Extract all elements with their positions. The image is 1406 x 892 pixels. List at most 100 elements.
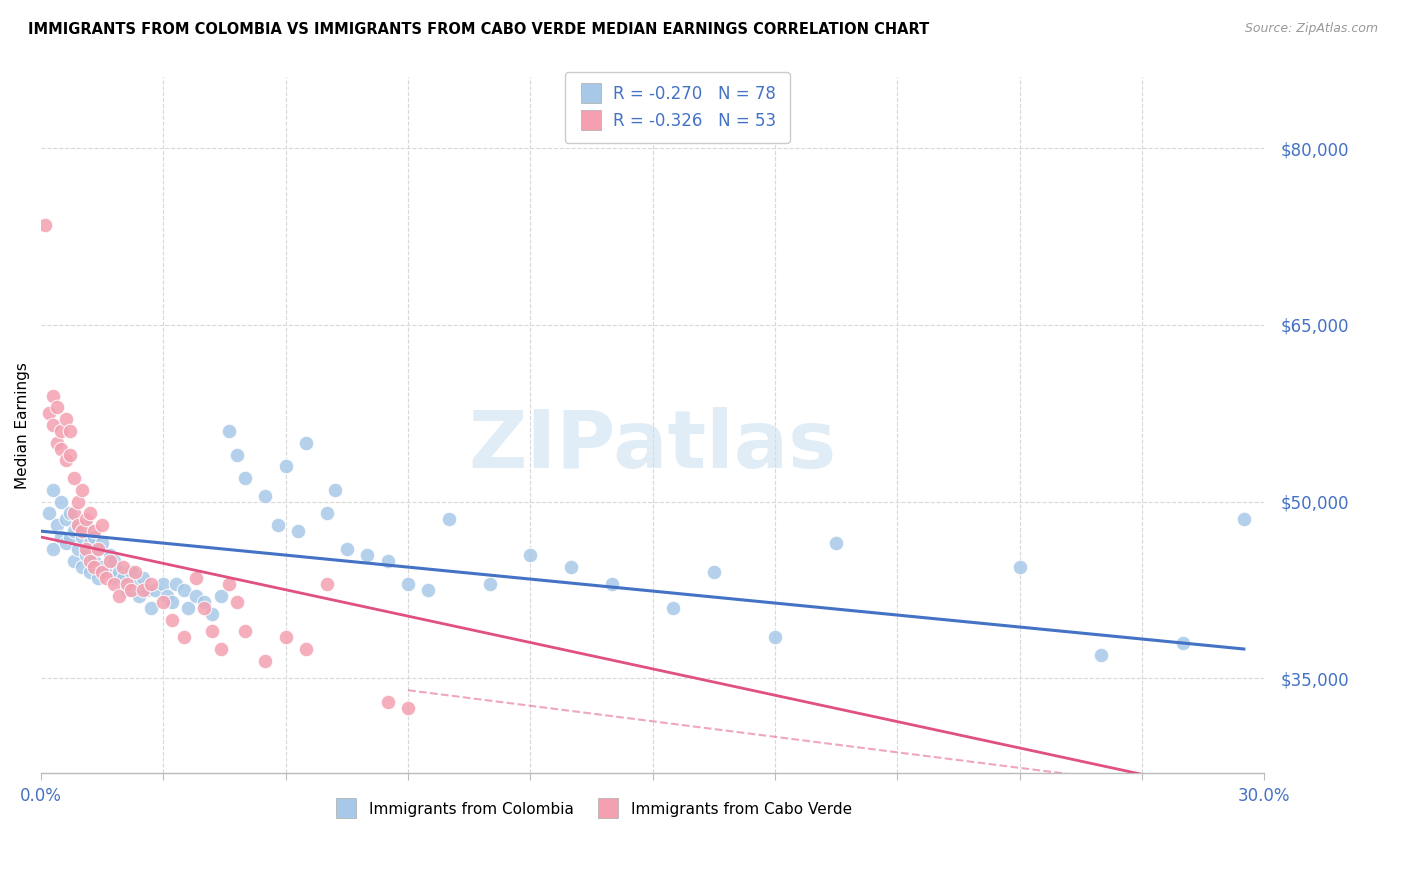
Point xyxy=(703,566,725,580)
Point xyxy=(70,524,93,538)
Point xyxy=(287,524,309,538)
Point xyxy=(115,577,138,591)
Point xyxy=(160,595,183,609)
Point xyxy=(111,571,134,585)
Point xyxy=(396,577,419,591)
Point xyxy=(225,448,247,462)
Point xyxy=(295,642,318,657)
Point xyxy=(75,518,97,533)
Point xyxy=(377,553,399,567)
Text: IMMIGRANTS FROM COLOMBIA VS IMMIGRANTS FROM CABO VERDE MEDIAN EARNINGS CORRELATI: IMMIGRANTS FROM COLOMBIA VS IMMIGRANTS F… xyxy=(28,22,929,37)
Point xyxy=(1233,512,1256,526)
Text: Source: ZipAtlas.com: Source: ZipAtlas.com xyxy=(1244,22,1378,36)
Point xyxy=(59,448,82,462)
Point xyxy=(66,518,89,533)
Point xyxy=(38,507,60,521)
Point xyxy=(1171,636,1194,650)
Point xyxy=(91,559,114,574)
Point xyxy=(111,559,134,574)
Point xyxy=(79,566,101,580)
Point xyxy=(315,577,337,591)
Point xyxy=(124,566,146,580)
Point xyxy=(560,559,582,574)
Point xyxy=(55,412,77,426)
Point xyxy=(51,530,73,544)
Point xyxy=(75,541,97,556)
Point xyxy=(274,630,297,644)
Y-axis label: Median Earnings: Median Earnings xyxy=(15,361,30,489)
Point xyxy=(396,701,419,715)
Point xyxy=(218,577,240,591)
Point xyxy=(79,507,101,521)
Point xyxy=(336,541,359,556)
Point xyxy=(115,583,138,598)
Point xyxy=(42,389,65,403)
Point xyxy=(100,548,122,562)
Point xyxy=(177,600,200,615)
Point xyxy=(103,571,125,585)
Point xyxy=(160,613,183,627)
Point xyxy=(96,566,118,580)
Point xyxy=(62,553,84,567)
Point xyxy=(274,459,297,474)
Point xyxy=(132,583,155,598)
Point xyxy=(79,536,101,550)
Point xyxy=(209,589,232,603)
Point xyxy=(83,559,105,574)
Point xyxy=(825,536,848,550)
Point xyxy=(96,571,118,585)
Point xyxy=(42,418,65,433)
Point xyxy=(136,583,159,598)
Point xyxy=(124,577,146,591)
Point xyxy=(55,536,77,550)
Point xyxy=(377,695,399,709)
Point xyxy=(75,548,97,562)
Text: ZIPatlas: ZIPatlas xyxy=(468,407,837,485)
Point xyxy=(107,566,129,580)
Point xyxy=(87,541,110,556)
Point xyxy=(103,577,125,591)
Point xyxy=(70,559,93,574)
Point xyxy=(201,624,224,639)
Point xyxy=(600,577,623,591)
Point xyxy=(218,424,240,438)
Point xyxy=(70,483,93,497)
Point xyxy=(87,541,110,556)
Point xyxy=(143,583,166,598)
Point xyxy=(141,600,163,615)
Point xyxy=(91,518,114,533)
Point xyxy=(254,654,277,668)
Point xyxy=(42,483,65,497)
Point xyxy=(62,507,84,521)
Point xyxy=(87,571,110,585)
Point xyxy=(51,494,73,508)
Point xyxy=(156,589,179,603)
Point xyxy=(66,541,89,556)
Point xyxy=(152,595,174,609)
Point xyxy=(254,489,277,503)
Point xyxy=(83,530,105,544)
Point xyxy=(295,435,318,450)
Point xyxy=(42,541,65,556)
Point xyxy=(34,218,56,232)
Point xyxy=(519,548,541,562)
Point xyxy=(75,512,97,526)
Point xyxy=(1008,559,1031,574)
Point xyxy=(152,577,174,591)
Point xyxy=(225,595,247,609)
Point xyxy=(356,548,378,562)
Point xyxy=(70,530,93,544)
Point xyxy=(128,589,150,603)
Point xyxy=(437,512,460,526)
Point xyxy=(120,583,142,598)
Point xyxy=(165,577,187,591)
Point xyxy=(100,553,122,567)
Point xyxy=(478,577,501,591)
Point xyxy=(107,589,129,603)
Point xyxy=(315,507,337,521)
Point xyxy=(59,424,82,438)
Point xyxy=(62,471,84,485)
Point xyxy=(323,483,346,497)
Point xyxy=(83,524,105,538)
Point xyxy=(209,642,232,657)
